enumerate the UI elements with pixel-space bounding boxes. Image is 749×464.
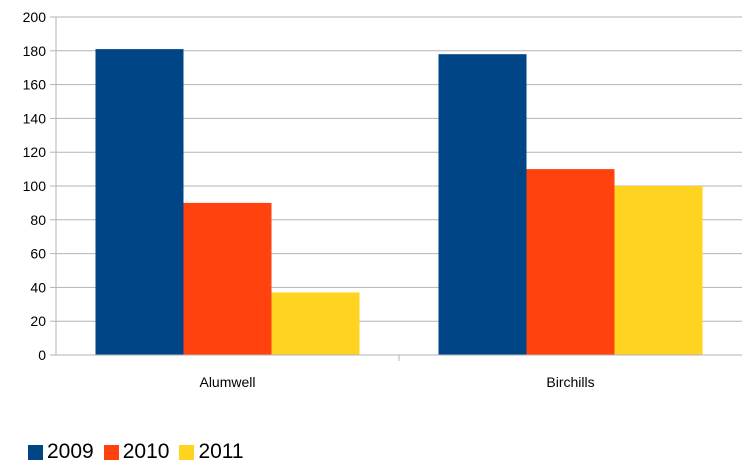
y-tick-label: 120: [23, 144, 47, 160]
legend-swatch: [28, 444, 43, 460]
legend-label: 2011: [198, 440, 244, 463]
bars: [95, 49, 703, 356]
legend: 2009 2010 2011: [28, 440, 254, 464]
bar-alumwell-2010: [183, 202, 272, 355]
y-tick-label: 80: [30, 212, 46, 228]
y-tick-label: 60: [30, 246, 46, 262]
axes: [55, 17, 742, 361]
bar-birchills-2011: [614, 186, 703, 355]
bar-alumwell-2009: [95, 49, 184, 356]
bar-alumwell-2011: [271, 292, 360, 355]
bar-birchills-2010: [526, 169, 615, 355]
legend-item-2009: 2009: [28, 440, 94, 464]
legend-item-2010: 2010: [103, 440, 170, 464]
legend-swatch: [179, 444, 195, 460]
legend-swatch: [103, 444, 119, 460]
x-category-label: Alumwell: [199, 374, 255, 390]
y-tick-label: 200: [23, 9, 47, 25]
y-tick-label: 100: [23, 178, 47, 194]
x-axis-labels: Alumwell Birchills: [199, 374, 594, 390]
legend-item-2011: 2011: [179, 440, 244, 464]
y-tick-label: 180: [23, 43, 47, 59]
y-axis-ticks: 0 20 40 60 80 100 120 140 160 180 200: [23, 9, 56, 363]
y-tick-label: 140: [23, 110, 47, 126]
bar-birchills-2009: [438, 54, 527, 356]
legend-label: 2010: [122, 440, 170, 463]
x-category-label: Birchills: [546, 374, 594, 390]
y-tick-label: 20: [30, 313, 46, 329]
bar-chart: 0 20 40 60 80 100 120 140 160 180 200 Alumwell Birc…: [23, 9, 742, 390]
y-tick-label: 40: [30, 279, 46, 295]
legend-label: 2009: [47, 440, 94, 463]
y-tick-label: 0: [38, 347, 46, 363]
y-tick-label: 160: [23, 77, 47, 93]
